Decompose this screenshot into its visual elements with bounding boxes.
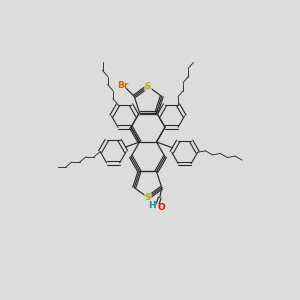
Text: Br: Br (118, 81, 129, 90)
Text: H: H (148, 201, 156, 210)
Text: S: S (145, 193, 151, 202)
Text: O: O (158, 203, 166, 212)
Text: S: S (145, 82, 151, 91)
